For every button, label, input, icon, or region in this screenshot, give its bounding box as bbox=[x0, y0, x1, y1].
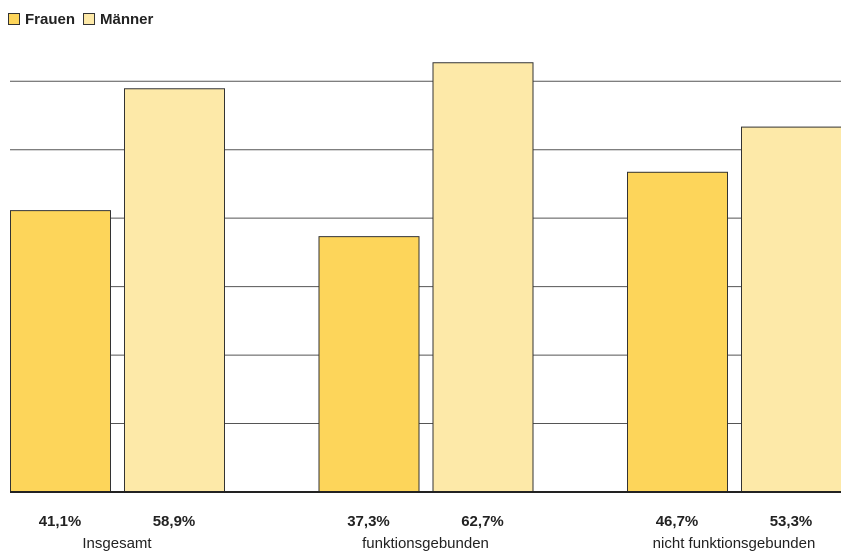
bar bbox=[627, 171, 728, 493]
bar bbox=[10, 210, 111, 493]
value-label: 46,7% bbox=[656, 513, 699, 530]
legend-swatch bbox=[83, 13, 96, 25]
legend-swatch bbox=[8, 13, 20, 25]
value-label: 62,7% bbox=[461, 513, 504, 530]
x-tick-label: Insgesamt bbox=[82, 535, 152, 552]
bar bbox=[432, 62, 534, 493]
value-label: 37,3% bbox=[347, 513, 390, 530]
value-label: 58,9% bbox=[153, 513, 196, 530]
x-tick-label: nicht funktionsgebunden bbox=[653, 535, 816, 552]
x-tick-label: funktionsgebunden bbox=[362, 535, 489, 552]
value-label: 41,1% bbox=[39, 513, 82, 530]
legend-label: Frauen bbox=[25, 11, 75, 28]
bar bbox=[741, 126, 841, 493]
legend-label: Männer bbox=[100, 11, 154, 28]
bar bbox=[318, 236, 420, 493]
value-label: 53,3% bbox=[770, 513, 813, 530]
bar bbox=[124, 88, 225, 493]
